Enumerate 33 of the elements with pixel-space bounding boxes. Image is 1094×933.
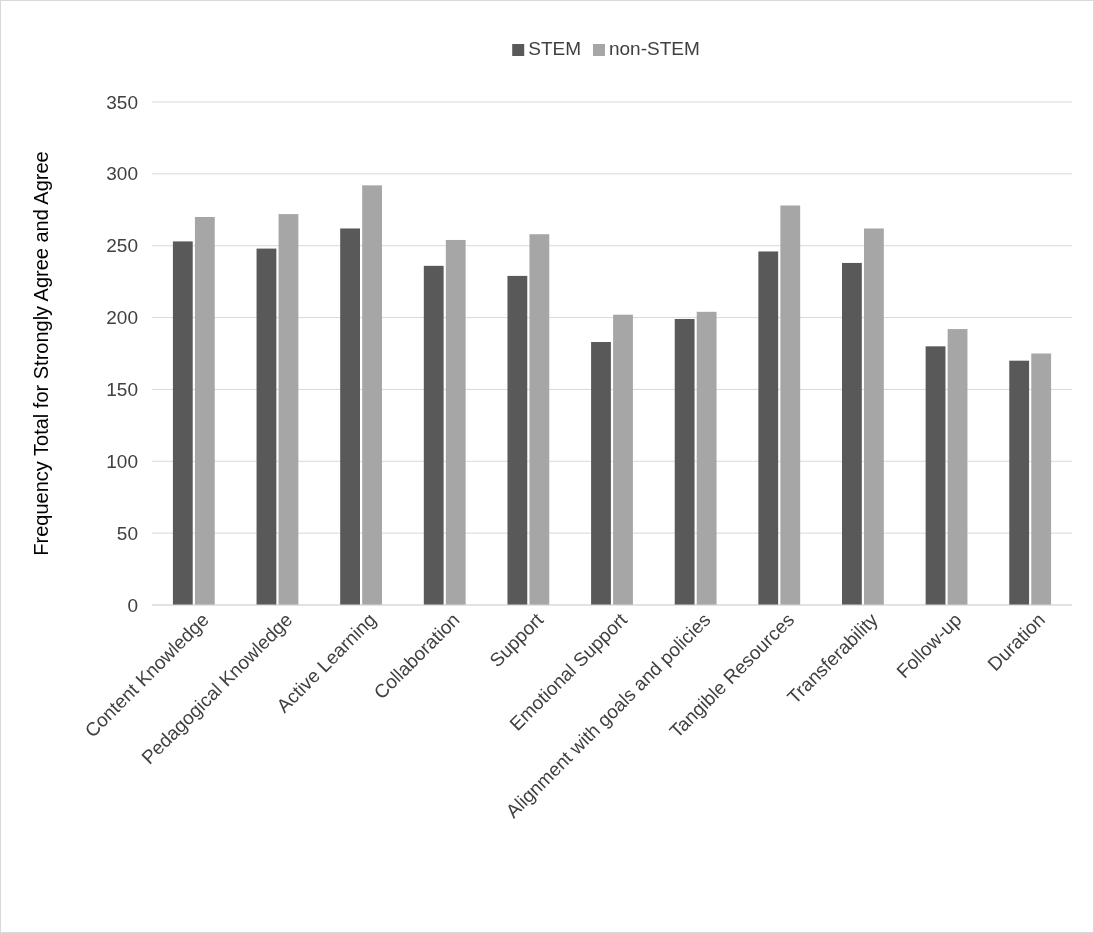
bar — [591, 342, 611, 605]
y-tick-label: 350 — [106, 91, 138, 113]
y-tick-label: 150 — [106, 379, 138, 401]
bar — [1009, 360, 1030, 605]
bar — [256, 248, 277, 605]
y-tick-label: 50 — [116, 522, 138, 544]
bar — [925, 346, 946, 605]
legend-label: STEM — [528, 38, 581, 59]
bar — [674, 319, 695, 605]
y-tick-label: 250 — [106, 235, 138, 257]
bar — [947, 329, 968, 605]
bar — [423, 265, 444, 605]
bar — [194, 216, 215, 605]
bar — [842, 262, 862, 605]
bar — [864, 228, 884, 605]
y-axis-title: Frequency Total for Strongly Agree and Agree — [30, 151, 52, 556]
bar — [340, 228, 360, 605]
bar — [1031, 353, 1052, 605]
y-tick-label: 300 — [106, 163, 138, 185]
bar — [780, 205, 801, 605]
bar — [278, 214, 299, 605]
legend-label: non-STEM — [608, 38, 700, 59]
y-tick-label: 0 — [127, 594, 138, 616]
bar — [445, 239, 466, 605]
bar — [529, 234, 550, 605]
bar — [172, 241, 193, 605]
y-tick-label: 200 — [106, 307, 138, 329]
bar — [507, 275, 528, 605]
bar — [696, 311, 717, 605]
bar — [613, 314, 633, 605]
bar — [758, 251, 779, 605]
y-tick-label: 100 — [106, 450, 138, 472]
bar — [362, 185, 382, 605]
